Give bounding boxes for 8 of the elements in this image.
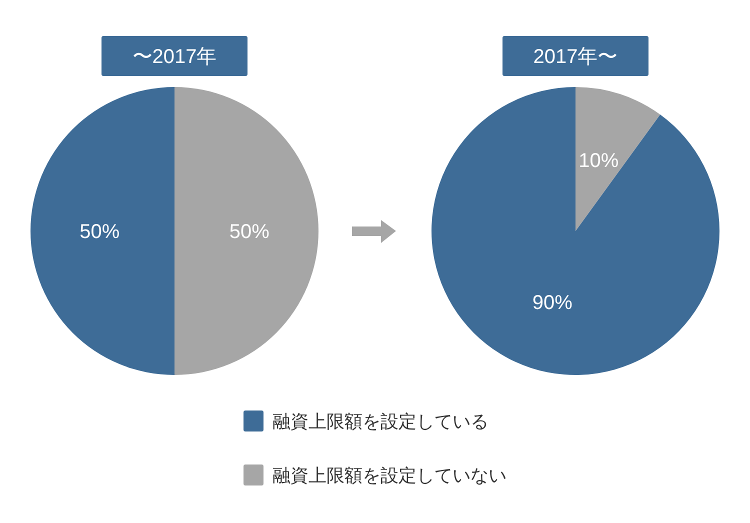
series-name: 〜2017年 [132, 46, 217, 68]
legend-label: 融資上限額を設定していない [272, 466, 506, 486]
data-label: 90% [532, 292, 572, 314]
data-label: 50% [80, 221, 120, 243]
data-label: 50% [229, 221, 270, 243]
legend-label: 融資上限額を設定している [272, 412, 488, 432]
series-name: 2017年〜 [533, 46, 618, 68]
data-label: 10% [578, 150, 619, 172]
